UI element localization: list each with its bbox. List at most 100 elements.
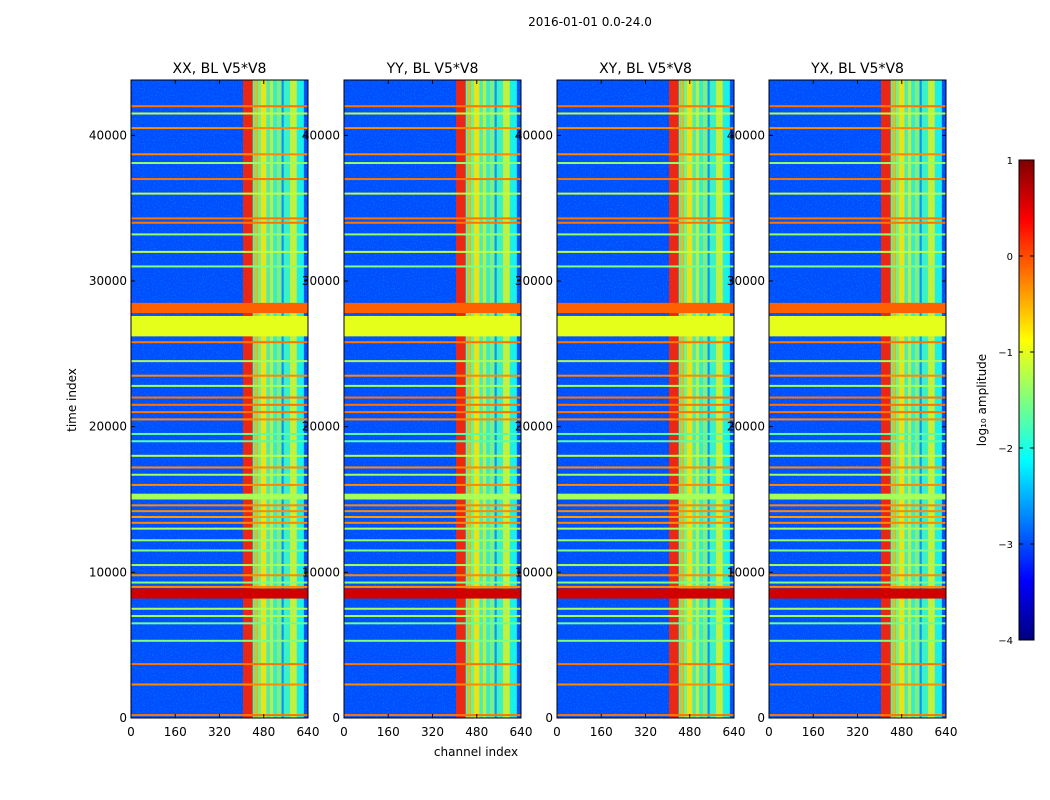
channel-band <box>702 80 708 718</box>
colorbar-gradient <box>1018 159 1035 641</box>
time-line <box>344 374 521 377</box>
channel-band <box>680 80 684 718</box>
time-line <box>131 250 308 253</box>
time-line <box>769 396 946 399</box>
time-line <box>131 585 308 588</box>
time-line <box>557 663 734 666</box>
x-tick-label: 160 <box>802 725 825 739</box>
colorbar-tick-label: −2 <box>998 444 1013 455</box>
time-line <box>557 374 734 377</box>
time-line <box>769 549 946 552</box>
y-tick-label: 20000 <box>515 420 553 434</box>
time-line <box>769 250 946 253</box>
y-tick-label: 40000 <box>89 128 127 142</box>
time-line <box>344 581 521 584</box>
time-line <box>344 153 521 156</box>
time-block <box>131 302 308 314</box>
time-line <box>131 581 308 584</box>
channel-band <box>494 80 497 718</box>
time-line <box>131 233 308 236</box>
time-line <box>344 473 521 476</box>
x-tick-label: 0 <box>765 725 773 739</box>
time-line <box>769 192 946 195</box>
time-line <box>344 178 521 181</box>
time-line <box>131 127 308 130</box>
x-tick-label: 0 <box>127 725 135 739</box>
time-line <box>131 105 308 108</box>
time-line <box>557 250 734 253</box>
time-line <box>769 564 946 567</box>
time-line <box>769 418 946 421</box>
time-line <box>344 360 521 363</box>
time-line <box>557 549 734 552</box>
channel-band <box>928 80 935 718</box>
time-block <box>344 493 521 500</box>
time-line <box>131 663 308 666</box>
x-tick-label: 320 <box>421 725 444 739</box>
time-line <box>131 153 308 156</box>
y-tick-label: 0 <box>332 711 340 725</box>
time-line <box>557 192 734 195</box>
time-line <box>557 360 734 363</box>
panels-group: XX, BL V5*V8 0 160 320 480 640 0 10000 20000 3000… <box>89 61 958 739</box>
figure-suptitle: 2016-01-01 0.0-24.0 <box>528 15 652 29</box>
time-line <box>769 515 946 518</box>
time-line <box>131 454 308 457</box>
time-block <box>769 315 946 337</box>
time-line <box>131 515 308 518</box>
time-line <box>131 683 308 686</box>
channel-band <box>898 80 905 718</box>
channel-band <box>911 80 915 718</box>
time-block <box>557 588 734 599</box>
time-line <box>769 539 946 542</box>
time-line <box>557 217 734 220</box>
time-line <box>344 440 521 443</box>
channel-band <box>904 80 908 718</box>
time-block <box>769 493 946 500</box>
channel-band <box>479 80 483 718</box>
y-tick-label: 0 <box>119 711 127 725</box>
y-tick-label: 10000 <box>302 565 340 579</box>
channel-band <box>683 80 687 718</box>
time-line <box>557 585 734 588</box>
channel-band <box>692 80 696 718</box>
time-line <box>344 233 521 236</box>
time-line <box>131 564 308 567</box>
time-line <box>557 411 734 414</box>
channel-band <box>486 80 490 718</box>
channel-band <box>465 80 468 718</box>
channel-band <box>934 80 942 718</box>
channel-band <box>907 80 912 718</box>
time-line <box>769 510 946 513</box>
time-line <box>769 683 946 686</box>
time-line <box>344 639 521 642</box>
colorbar-label: log₁₀ amplitude <box>975 354 989 446</box>
x-axis-label: channel index <box>434 745 518 759</box>
time-line <box>769 466 946 469</box>
time-line <box>344 515 521 518</box>
x-tick-label: 160 <box>164 725 187 739</box>
channel-band <box>921 80 929 718</box>
channel-band <box>695 80 700 718</box>
x-tick-label: 480 <box>890 725 913 739</box>
time-line <box>769 454 946 457</box>
y-tick-label: 30000 <box>515 274 553 288</box>
time-line <box>131 521 308 524</box>
x-tick-label: 640 <box>935 725 958 739</box>
channel-band <box>276 80 282 718</box>
channel-band <box>892 80 896 718</box>
time-line <box>344 521 521 524</box>
time-line <box>557 105 734 108</box>
time-line <box>344 221 521 224</box>
time-line <box>557 233 734 236</box>
channel-band <box>489 80 495 718</box>
channel-band <box>269 80 274 718</box>
time-line <box>769 411 946 414</box>
time-line <box>769 221 946 224</box>
time-line <box>131 162 308 165</box>
panel-title: XY, BL V5*V8 <box>599 61 692 77</box>
time-line <box>557 178 734 181</box>
colorbar: 1 0 −1 −2 −3 −4 <box>998 156 1035 647</box>
time-line <box>557 432 734 435</box>
time-line <box>131 510 308 513</box>
